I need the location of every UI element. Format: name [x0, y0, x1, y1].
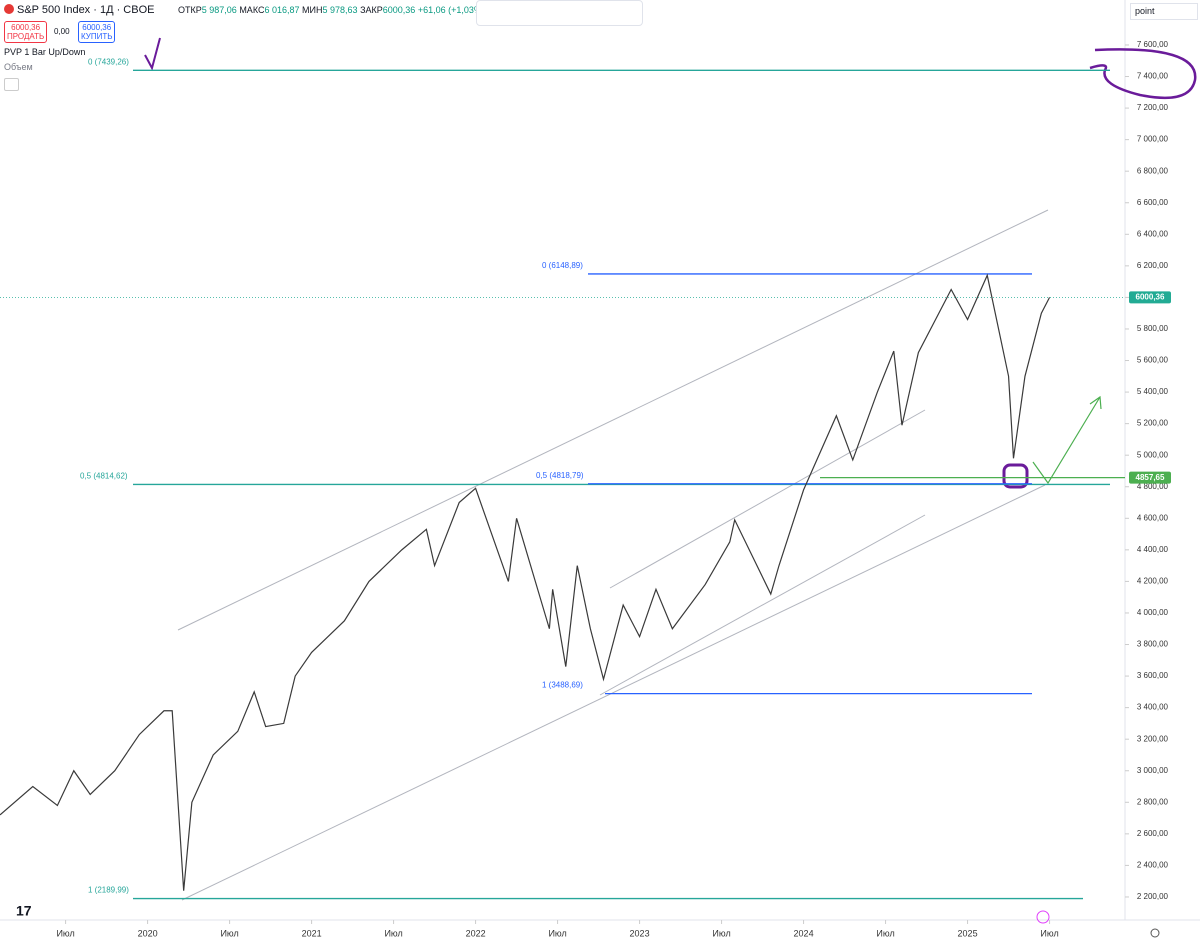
x-tick-label: 2023 [630, 928, 650, 938]
y-tick-label: 5 200,00 [1137, 419, 1169, 428]
price-tag [1129, 291, 1171, 304]
label: МАКС [239, 5, 265, 15]
fib-label: 1 (2189,99) [88, 886, 129, 895]
symbol-icon [4, 4, 14, 14]
logo: 17 [16, 903, 32, 919]
value: 6 016,87 [264, 5, 300, 15]
x-tick-label: Июл [220, 928, 238, 938]
arrow-head [1089, 395, 1102, 410]
y-tick-label: 6 600,00 [1137, 198, 1169, 207]
x-tick-label: 2022 [466, 928, 486, 938]
y-tick-label: 4 400,00 [1137, 545, 1169, 554]
x-tick-label: 2021 [302, 928, 322, 938]
fib-label: 0,5 (4814,62) [80, 472, 128, 481]
y-tick-label: 6 200,00 [1137, 261, 1169, 270]
event-icon[interactable] [1036, 910, 1050, 924]
x-tick-label: Июл [876, 928, 894, 938]
x-tick-label: 2024 [794, 928, 814, 938]
y-tick-label: 7 200,00 [1137, 103, 1169, 112]
x-tick-label: Июл [712, 928, 730, 938]
y-tick-label: 3 800,00 [1137, 640, 1169, 649]
label: МИН [302, 5, 323, 15]
label: КУПИТЬ [81, 32, 113, 41]
unit-select[interactable]: point [1130, 3, 1198, 20]
fib-label: 0 (6148,89) [542, 261, 583, 270]
price-tag [1129, 471, 1171, 484]
price: 6000,36 [11, 23, 41, 32]
price-tag-label: 6000,36 [1136, 292, 1165, 301]
value: 6000,36 [382, 5, 416, 15]
circle-mark [1089, 48, 1197, 100]
y-tick-label: 3 200,00 [1137, 734, 1169, 743]
y-tick-label: 2 600,00 [1137, 829, 1169, 838]
y-tick-label: 3 600,00 [1137, 671, 1169, 680]
label: ЗАКР [360, 5, 383, 15]
trend-line [599, 514, 926, 696]
trend-line [181, 484, 1046, 901]
y-tick-label: 2 200,00 [1137, 892, 1169, 901]
label: ОТКР [178, 5, 202, 15]
indicator[interactable]: PVP 1 Bar Up/Down [4, 47, 86, 57]
y-tick-label: 7 000,00 [1137, 135, 1169, 144]
y-tick-label: 5 000,00 [1137, 450, 1169, 459]
fib-label: 0,5 (4818,79) [536, 471, 584, 480]
trend-line [177, 209, 1049, 631]
y-tick-label: 4 800,00 [1137, 482, 1169, 491]
x-tick-label: Июл [1040, 928, 1058, 938]
sell-button[interactable]: 6000,36 ПРОДАТЬ [4, 21, 48, 43]
price-tag-label: 4857,65 [1136, 473, 1165, 482]
buy-button[interactable]: 6000,36 КУПИТЬ [78, 21, 116, 43]
y-tick-label: 4 600,00 [1137, 513, 1169, 522]
x-tick-label: Июл [548, 928, 566, 938]
y-tick-label: 6 800,00 [1137, 166, 1169, 175]
check-mark [144, 37, 161, 71]
y-tick-label: 6 400,00 [1137, 229, 1169, 238]
y-tick-label: 7 600,00 [1137, 40, 1169, 49]
spread: 0,00 [54, 27, 70, 36]
change: +61,06 (+1,03%) [417, 5, 485, 15]
fib-label: 0 (7439,26) [88, 57, 129, 66]
x-tick-label: Июл [56, 928, 74, 938]
y-tick-label: 4 000,00 [1137, 608, 1169, 617]
y-tick-label: 3 000,00 [1137, 766, 1169, 775]
y-tick-label: 5 600,00 [1137, 356, 1169, 365]
arrow [1032, 396, 1101, 485]
value: 5 978,63 [322, 5, 358, 15]
ohlc: ОТКР5 987,06 МАКС6 016,87 МИН5 978,63 ЗА… [178, 5, 485, 15]
y-tick-label: 2 400,00 [1137, 861, 1169, 870]
y-tick-label: 4 200,00 [1137, 577, 1169, 586]
box-mark [1002, 463, 1029, 489]
settings-icon[interactable] [1150, 928, 1160, 938]
y-tick-label: 2 800,00 [1137, 797, 1169, 806]
x-tick-label: 2025 [958, 928, 978, 938]
collapse-button[interactable] [4, 78, 19, 91]
trend-line [609, 409, 926, 589]
y-tick-label: 5 400,00 [1137, 387, 1169, 396]
x-tick-label: Июл [384, 928, 402, 938]
label: ПРОДАТЬ [7, 32, 45, 41]
price-line [0, 273, 1051, 891]
y-tick-label: 5 800,00 [1137, 324, 1169, 333]
drawing-toolbar[interactable] [476, 0, 643, 26]
y-tick-label: 7 400,00 [1137, 72, 1169, 81]
fib-label: 1 (3488,69) [542, 681, 583, 690]
value: 5 987,06 [201, 5, 237, 15]
price: 6000,36 [82, 23, 112, 32]
x-tick-label: 2020 [138, 928, 158, 938]
volume[interactable]: Объем [4, 62, 33, 72]
symbol[interactable]: S&P 500 Index · 1Д · CBOE [17, 4, 155, 16]
y-tick-label: 3 400,00 [1137, 703, 1169, 712]
